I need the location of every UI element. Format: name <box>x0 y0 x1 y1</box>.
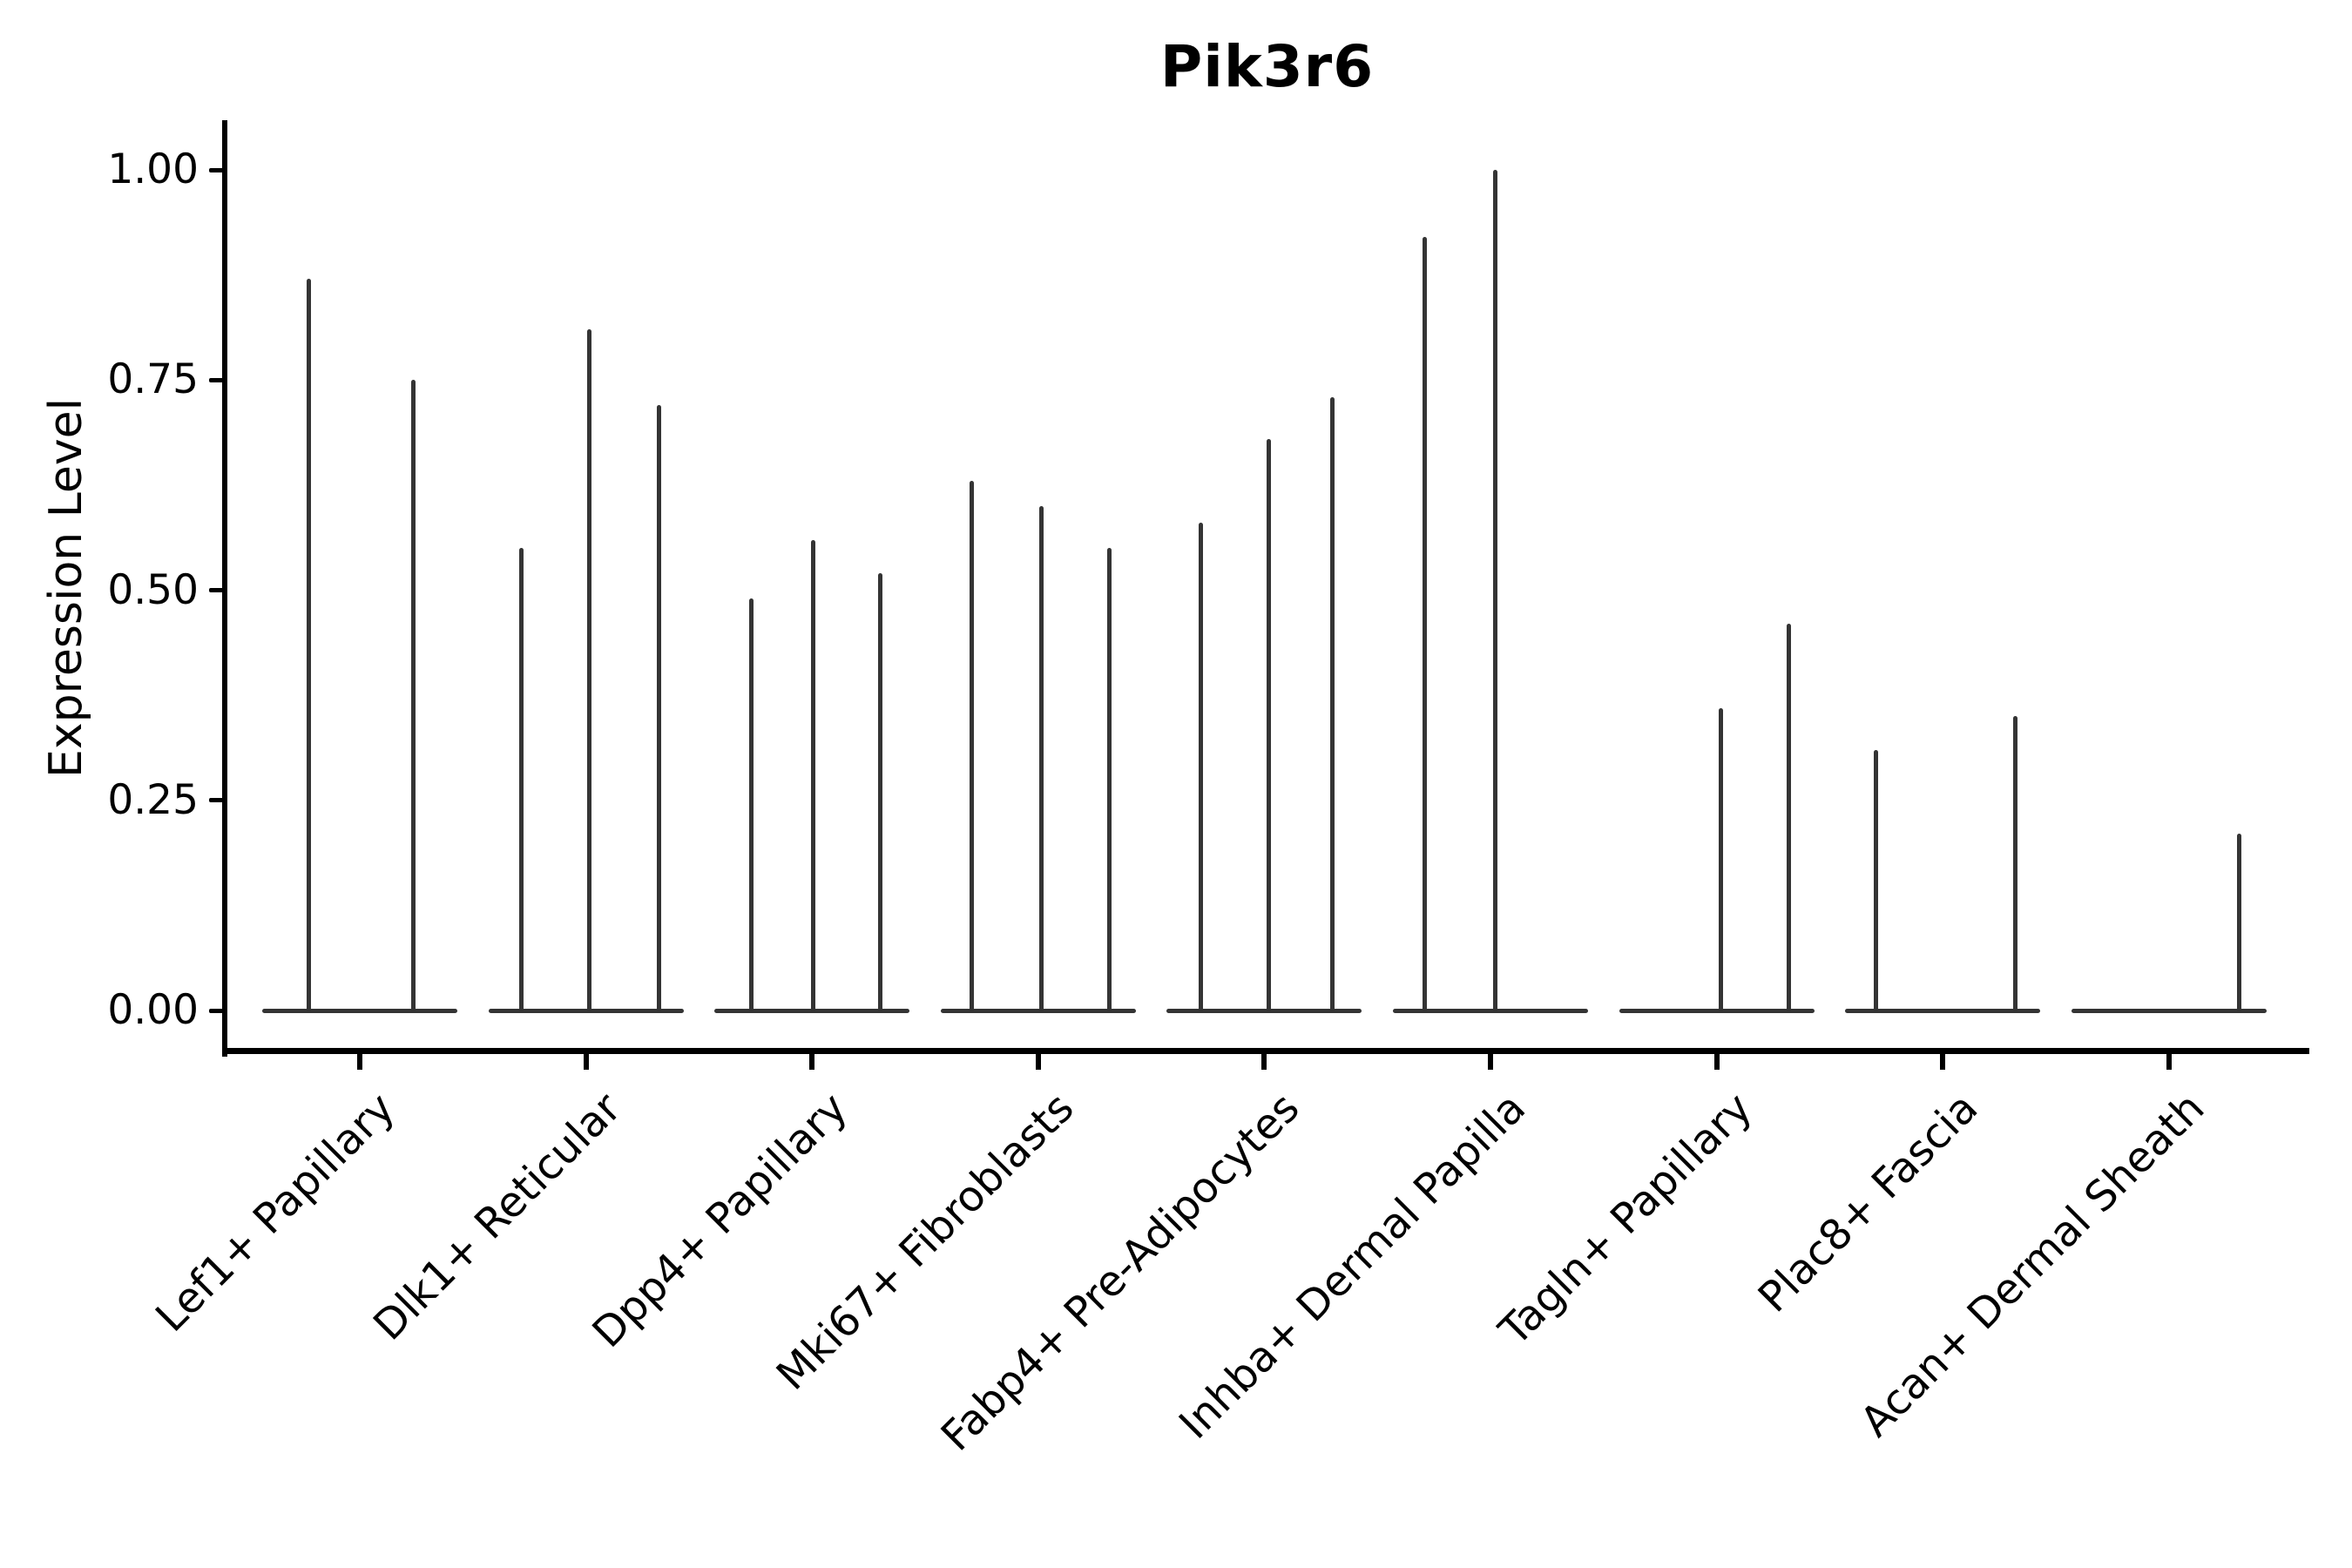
y-tick-0.75 <box>209 377 225 382</box>
violin-base <box>940 1008 1136 1013</box>
x-tick <box>1488 1054 1493 1070</box>
violin-spike <box>969 481 974 1013</box>
violin-base <box>1845 1008 2041 1013</box>
x-tick <box>1261 1054 1267 1070</box>
x-tick <box>1035 1054 1041 1070</box>
violin-spike <box>410 380 416 1013</box>
violin-spike <box>519 548 524 1013</box>
x-axis-spine <box>222 1048 2309 1054</box>
y-tick-1.00 <box>209 167 225 172</box>
y-tick-label: 0.25 <box>107 775 199 824</box>
violin-base <box>262 1008 457 1013</box>
violin-spike <box>307 279 312 1013</box>
violin-base <box>2071 1008 2267 1013</box>
y-tick-label: 0.00 <box>107 986 199 1034</box>
x-tick <box>1713 1054 1720 1070</box>
x-tick <box>2166 1054 2172 1070</box>
violin-spike <box>1039 506 1044 1013</box>
violin-spike <box>1107 548 1112 1013</box>
violin-spike <box>2236 834 2241 1013</box>
violin-spike <box>1329 396 1335 1013</box>
violin-spike <box>1874 749 1879 1013</box>
y-tick-0.50 <box>209 588 225 592</box>
y-tick-label: 0.50 <box>107 565 199 614</box>
violin-base <box>1393 1008 1588 1013</box>
violin-spike <box>877 573 882 1013</box>
violin-spike <box>1787 624 1792 1013</box>
x-tick-label: Lef1+ Papillary <box>146 1083 405 1342</box>
y-tick-0.00 <box>209 1008 225 1013</box>
violin-spike <box>2012 716 2017 1013</box>
x-tick-label: Dpp4+ Papillary <box>583 1083 857 1357</box>
x-tick-label: Dlk1+ Reticular <box>364 1083 632 1350</box>
violin-spike <box>1719 707 1724 1013</box>
violin-base <box>488 1008 684 1013</box>
y-tick-label: 1.00 <box>107 145 199 193</box>
violin-spike <box>586 329 591 1013</box>
violin-spike <box>748 598 754 1013</box>
y-tick-label: 0.75 <box>107 355 199 404</box>
y-axis-spine <box>222 120 227 1057</box>
violin-base <box>1619 1008 1815 1013</box>
x-tick <box>357 1054 362 1070</box>
violin-spike <box>1267 438 1272 1013</box>
violin-spike <box>1199 523 1204 1013</box>
violin-spike <box>657 405 662 1013</box>
x-tick-label: Tagln+ Papillary <box>1490 1083 1762 1355</box>
y-tick-0.25 <box>209 798 225 803</box>
x-tick-label: Plac8+ Fascia <box>1749 1083 1988 1322</box>
violin-spike <box>1492 170 1497 1013</box>
x-tick <box>809 1054 815 1070</box>
violin-spike <box>1423 237 1428 1013</box>
violin-base <box>1166 1008 1362 1013</box>
x-tick <box>1940 1054 1946 1070</box>
x-tick <box>583 1054 589 1070</box>
violin-spike <box>810 539 815 1013</box>
chart-title: Pik3r6 <box>1159 33 1375 100</box>
